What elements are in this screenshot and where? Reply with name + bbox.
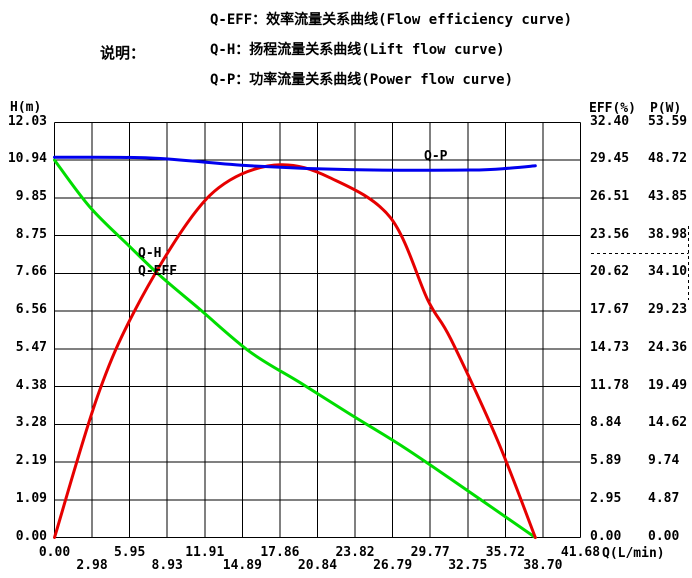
y-p-tick-label: 48.72	[648, 151, 688, 167]
x-tick-label: 29.77	[410, 545, 450, 560]
x-axis-unit-label: Q(L/min)	[602, 546, 665, 561]
x-tick-label: 5.95	[113, 545, 146, 560]
x-tick-label: 26.79	[373, 558, 413, 573]
curve-label-q-p: Q-P	[424, 149, 448, 164]
legend-line-q-h: Q-H：扬程流量关系曲线(Lift flow curve)	[210, 42, 505, 58]
curve-label-q-eff: Q-EFF	[138, 264, 178, 279]
x-tick-label: 38.70	[523, 558, 563, 573]
y-left-tick-label: 2.19	[15, 453, 47, 469]
legend-line-q-eff: Q-EFF：效率流量关系曲线(Flow efficiency curve)	[210, 12, 573, 28]
x-tick-label: 41.68	[560, 545, 601, 560]
y-eff-tick-label: 8.84	[590, 415, 622, 431]
x-tick-label: 2.98	[76, 558, 108, 573]
legend-heading: 说明：	[100, 44, 146, 62]
y-left-tick-label: 7.66	[15, 264, 47, 280]
y-right-eff-axis-title: EFF(%)	[589, 101, 636, 116]
y-p-tick-label: 19.49	[648, 377, 688, 393]
x-tick-label: 11.91	[185, 545, 225, 560]
y-p-tick-label: 24.36	[648, 339, 688, 355]
y-eff-tick-label: 0.00	[590, 528, 622, 544]
y-eff-tick-label: 2.95	[590, 490, 622, 506]
y-p-tick-label: 34.10	[648, 264, 688, 280]
y-left-tick-label: 12.03	[7, 113, 47, 129]
legend-line-q-p: Q-P：功率流量关系曲线(Power flow curve)	[210, 72, 514, 88]
x-tick-label: 14.89	[222, 558, 262, 573]
y-eff-tick-label: 32.40	[590, 113, 630, 129]
y-left-tick-label: 6.56	[15, 302, 47, 318]
y-left-tick-label: 10.94	[7, 151, 47, 167]
y-eff-tick-label: 23.56	[590, 226, 630, 242]
y-left-tick-label: 1.09	[15, 490, 47, 506]
y-eff-tick-label: 17.67	[590, 302, 630, 318]
x-tick-label: 8.93	[151, 558, 183, 573]
curve-label-q-h: Q-H	[138, 246, 162, 261]
y-left-tick-label: 9.85	[15, 188, 47, 204]
y-left-tick-label: 8.75	[15, 226, 47, 242]
y-right-p-axis-title: P(W)	[650, 101, 682, 116]
x-tick-label: 0.00	[38, 545, 71, 560]
y-left-tick-label: 4.38	[15, 377, 47, 393]
y-left-tick-label: 3.28	[15, 415, 47, 431]
y-left-tick-label: 0.00	[15, 528, 47, 544]
x-tick-label: 20.84	[297, 558, 338, 573]
y-p-tick-label: 9.74	[648, 453, 680, 469]
y-p-tick-label: 43.85	[648, 188, 688, 204]
y-eff-tick-label: 26.51	[590, 188, 630, 204]
y-p-tick-label: 38.98	[648, 226, 688, 242]
x-tick-label: 17.86	[260, 545, 300, 560]
x-tick-label: 35.72	[485, 545, 525, 560]
y-p-tick-label: 14.62	[648, 415, 688, 431]
y-left-tick-label: 5.47	[15, 339, 47, 355]
y-eff-tick-label: 29.45	[590, 151, 630, 167]
y-p-tick-label: 53.59	[648, 113, 688, 129]
y-eff-tick-label: 5.89	[590, 453, 622, 469]
y-p-tick-label: 29.23	[648, 302, 688, 318]
y-p-tick-label: 4.87	[648, 490, 680, 506]
x-tick-label: 23.82	[335, 545, 375, 560]
y-eff-tick-label: 14.73	[590, 339, 630, 355]
y-p-tick-label: 0.00	[648, 528, 680, 544]
y-left-axis-title: H(m)	[10, 100, 42, 115]
x-tick-label: 32.75	[448, 558, 488, 573]
y-eff-tick-label: 11.78	[590, 377, 630, 393]
y-eff-tick-label: 20.62	[590, 264, 630, 280]
